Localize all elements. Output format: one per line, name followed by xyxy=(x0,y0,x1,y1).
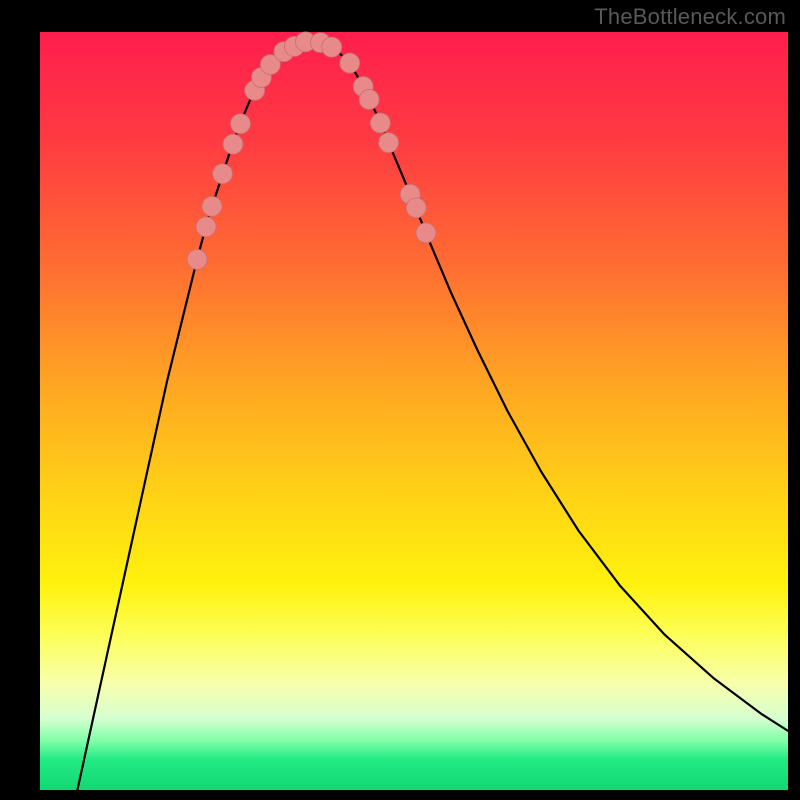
chart-svg xyxy=(40,32,788,790)
watermark-text: TheBottleneck.com xyxy=(594,4,786,30)
bottleneck-curve-left xyxy=(77,41,309,790)
data-marker xyxy=(406,198,426,218)
data-marker xyxy=(187,249,207,269)
data-marker xyxy=(370,113,390,133)
data-marker xyxy=(379,133,399,153)
chart-frame: TheBottleneck.com xyxy=(0,0,800,800)
data-marker xyxy=(202,196,222,216)
plot-area xyxy=(40,32,788,790)
data-marker xyxy=(322,37,342,57)
data-marker xyxy=(230,114,250,134)
data-marker xyxy=(213,164,233,184)
data-marker xyxy=(340,53,360,73)
data-marker xyxy=(196,217,216,237)
marker-group xyxy=(187,32,436,270)
data-marker xyxy=(359,89,379,109)
data-marker xyxy=(416,223,436,243)
data-marker xyxy=(223,134,243,154)
